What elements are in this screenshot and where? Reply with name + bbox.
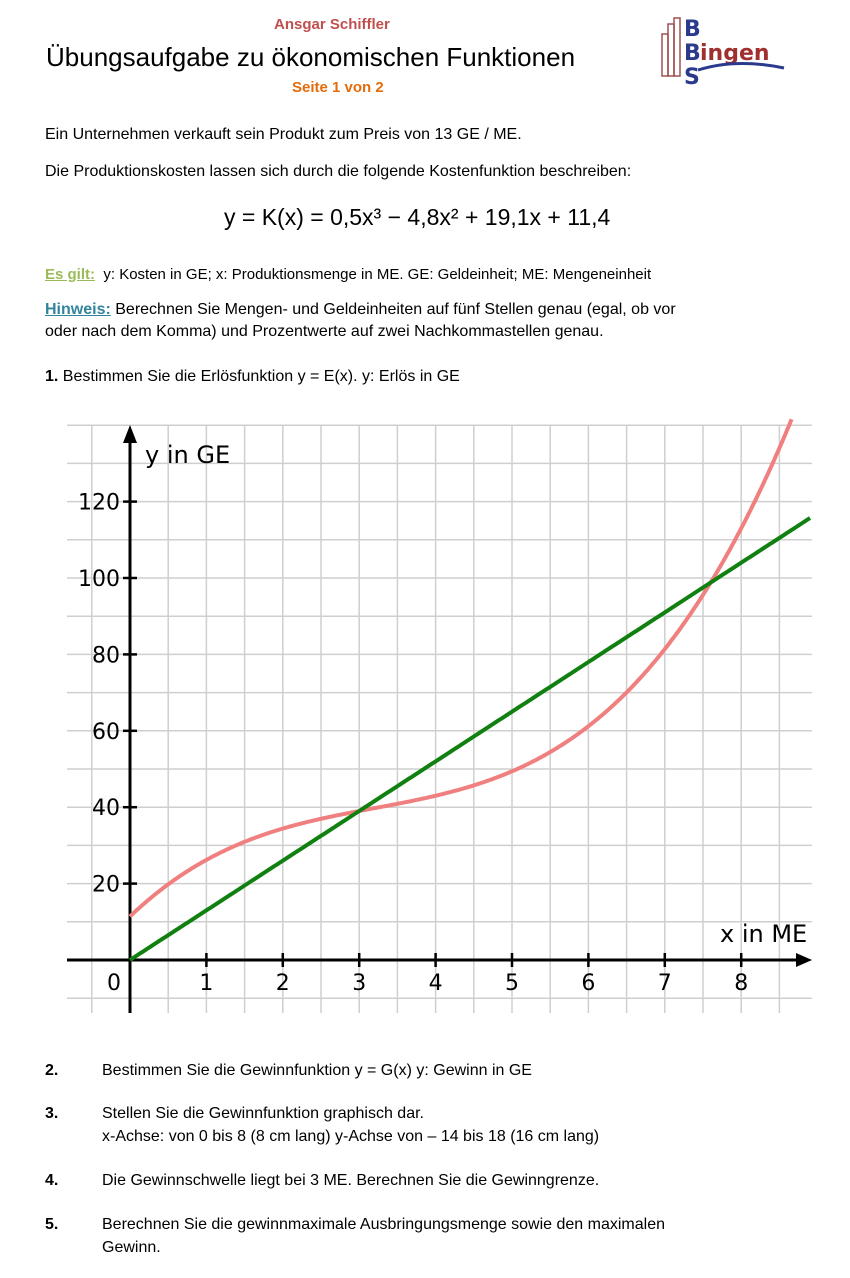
task-number: 5. xyxy=(45,1216,59,1233)
y-tick-label: 80 xyxy=(92,643,120,668)
y-tick-label: 40 xyxy=(92,796,120,821)
svg-text:B: B xyxy=(684,17,701,42)
task-text: x-Achse: von 0 bis 8 (8 cm lang) y-Achse… xyxy=(102,1128,600,1145)
es-gilt-note: Es gilt: y: Kosten in GE; x: Produktions… xyxy=(45,266,651,283)
x-tick-label: 0 xyxy=(107,971,121,996)
task-number: 4. xyxy=(45,1172,59,1189)
task-text: Gewinn. xyxy=(102,1239,161,1256)
x-axis-label: x in ME xyxy=(720,920,807,948)
x-tick-label: 8 xyxy=(734,971,748,996)
x-axis-arrow-icon xyxy=(796,953,812,967)
task-number: 2. xyxy=(45,1062,59,1079)
svg-text:S: S xyxy=(684,65,700,86)
cost-function-formula: y = K(x) = 0,5x³ − 4,8x² + 19,1x + 11,4 xyxy=(224,204,611,230)
hinweis-line-1: Berechnen Sie Mengen- und Geldeinheiten … xyxy=(115,301,676,318)
task-1: 1. Bestimmen Sie die Erlösfunktion y = E… xyxy=(45,368,460,386)
x-tick-label: 1 xyxy=(199,971,213,996)
grid xyxy=(67,424,812,1013)
x-tick-label: 6 xyxy=(581,971,595,996)
y-axis-label: y in GE xyxy=(145,441,230,469)
task-number: 1. xyxy=(45,368,59,385)
axes xyxy=(67,425,812,1013)
task-text: Berechnen Sie die gewinnmaximale Ausbrin… xyxy=(102,1216,665,1233)
revenue-line xyxy=(128,516,812,962)
x-tick-label: 5 xyxy=(505,971,519,996)
y-tick-label: 60 xyxy=(92,720,120,745)
cost-revenue-chart: y in GE x in ME 0 1 2 3 4 5 6 7 8 20 40 60 80 100 120 xyxy=(67,418,812,1013)
es-gilt-text: y: Kosten in GE; x: Produktionsmenge in … xyxy=(103,266,652,283)
x-tick-label: 4 xyxy=(429,971,443,996)
bbs-bingen-logo: B B S ingen xyxy=(661,17,785,86)
svg-text:B: B xyxy=(684,41,701,66)
hinweis-line-2: oder nach dem Komma) und Prozentwerte au… xyxy=(45,323,604,340)
hinweis-label: Hinweis: xyxy=(45,301,111,318)
y-tick-label: 100 xyxy=(78,567,120,592)
author: Ansgar Schiffler xyxy=(274,16,390,33)
task-text: Die Gewinnschwelle liegt bei 3 ME. Berec… xyxy=(102,1172,600,1189)
y-tick-label: 120 xyxy=(78,491,120,516)
y-axis-arrow-icon xyxy=(123,425,137,443)
x-tick-label: 7 xyxy=(658,971,672,996)
svg-text:ingen: ingen xyxy=(700,41,770,66)
page-title: Übungsaufgabe zu ökonomischen Funktionen xyxy=(46,42,576,72)
hinweis-note: Hinweis: Berechnen Sie Mengen- und Gelde… xyxy=(45,301,676,319)
y-tick-label: 20 xyxy=(92,873,120,898)
es-gilt-label: Es gilt: xyxy=(45,266,96,283)
page-number: Seite 1 von 2 xyxy=(292,79,384,96)
intro-line-2: Die Produktionskosten lassen sich durch … xyxy=(45,163,632,180)
x-tick-label: 3 xyxy=(352,971,366,996)
task-text: Stellen Sie die Gewinnfunktion graphisch… xyxy=(102,1105,424,1122)
task-text: Bestimmen Sie die Gewinnfunktion y = G(x… xyxy=(102,1062,532,1079)
task-text: Bestimmen Sie die Erlösfunktion y = E(x)… xyxy=(62,368,460,385)
x-tick-label: 2 xyxy=(276,971,290,996)
cost-curve xyxy=(128,418,794,918)
intro-line-1: Ein Unternehmen verkauft sein Produkt zu… xyxy=(45,126,522,143)
curves xyxy=(128,418,812,962)
task-number: 3. xyxy=(45,1105,59,1122)
